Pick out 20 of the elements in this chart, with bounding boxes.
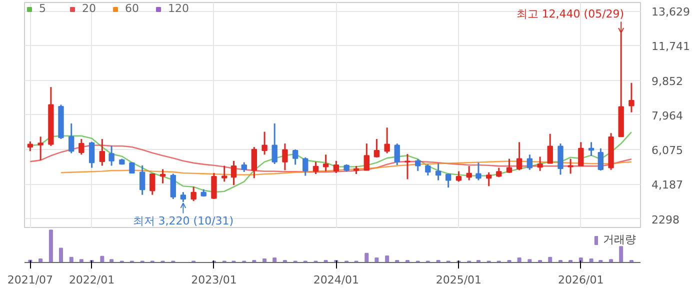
legend-label: 120 — [168, 2, 189, 15]
x-tick-label: 2024/01 — [313, 274, 360, 286]
x-tick-label: 2023/01 — [191, 274, 237, 286]
y-tick-label: 13,629 — [652, 6, 690, 19]
annotation: 최저 3,220 (10/31) — [132, 214, 234, 228]
y-tick-label: 6,075 — [652, 144, 683, 158]
legend-label: 20 — [82, 2, 97, 15]
y-tick-label: 4,187 — [652, 178, 683, 192]
y-tick-label: 7,964 — [652, 109, 683, 122]
y-tick-label: 2298 — [652, 213, 680, 226]
y-tick-label: 11,741 — [652, 40, 690, 54]
annotation: 최고 12,440 (05/29) — [516, 7, 624, 20]
x-tick-label: 2025/01 — [436, 274, 482, 286]
x-tick-label: 2026/01 — [558, 274, 604, 286]
x-tick-label: 2022/01 — [68, 274, 115, 286]
legend-label: 60 — [125, 2, 140, 15]
legend-label: 거래량 — [603, 232, 636, 247]
legend-label: 5 — [39, 2, 47, 15]
x-tick-label: 2021/07 — [7, 274, 54, 286]
y-tick-label: 9,852 — [652, 74, 683, 88]
